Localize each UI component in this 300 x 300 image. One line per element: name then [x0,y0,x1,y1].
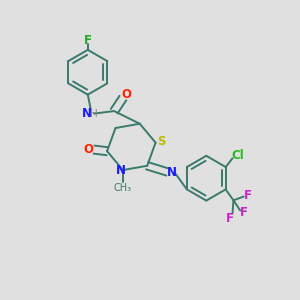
Text: N: N [167,167,177,179]
Text: N: N [116,164,126,178]
Text: S: S [157,135,165,148]
Text: F: F [240,206,248,219]
Text: O: O [83,143,93,156]
Text: CH₃: CH₃ [114,183,132,193]
Text: F: F [244,188,252,202]
Text: F: F [84,34,92,47]
Text: N: N [82,107,92,120]
Text: Cl: Cl [231,149,244,162]
Text: F: F [226,212,234,226]
Text: H: H [90,109,98,118]
Text: O: O [122,88,132,101]
